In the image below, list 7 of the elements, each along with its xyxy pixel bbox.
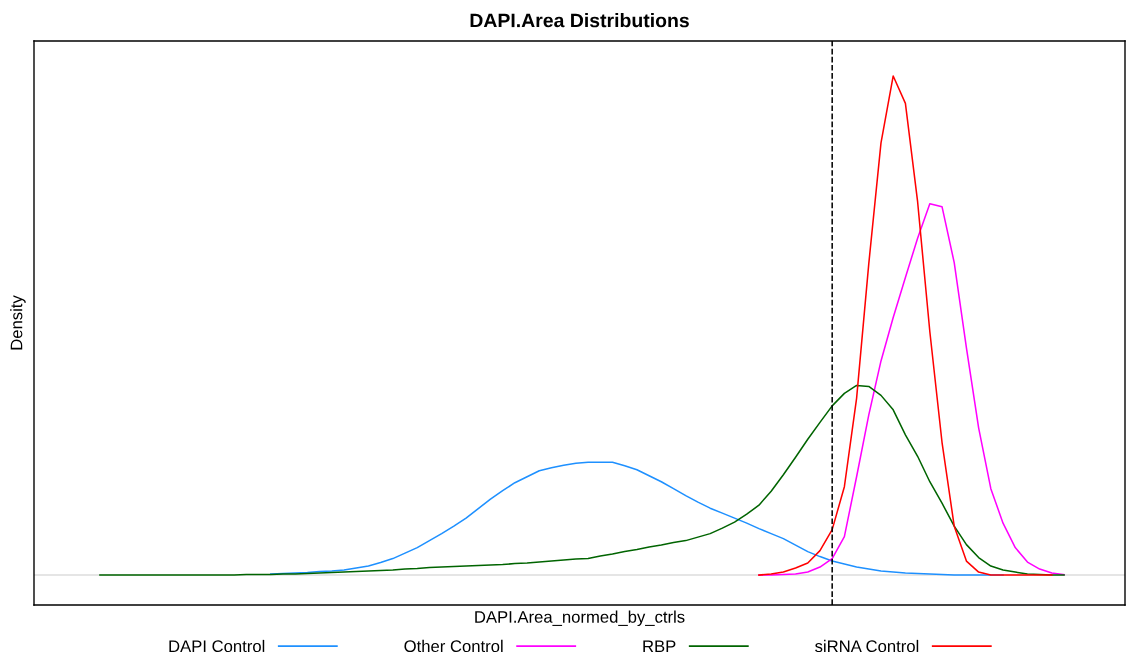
legend-label: DAPI Control [169, 639, 265, 653]
y-axis-title: Density [10, 295, 26, 350]
x-axis-title: DAPI.Area_normed_by_ctrls [475, 610, 685, 627]
legend-label: Other Control [404, 639, 503, 653]
legend-label: RBP [643, 640, 676, 652]
chart-title: DAPI.Area Distributions [470, 13, 689, 28]
legend-label: siRNA Control [815, 639, 919, 653]
